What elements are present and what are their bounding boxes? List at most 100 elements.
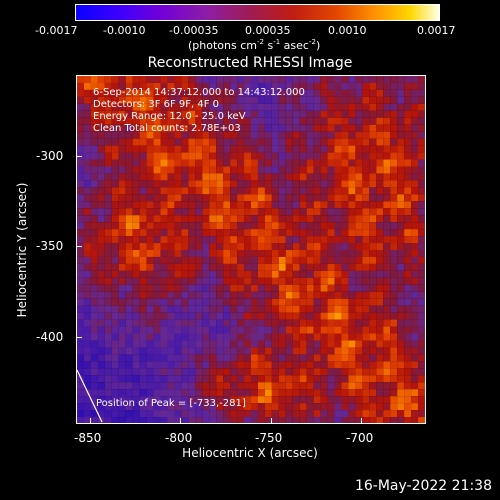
heatmap-pixel <box>195 403 203 411</box>
heatmap-pixel <box>299 152 307 160</box>
heatmap-pixel <box>237 243 245 250</box>
heatmap-pixel <box>264 166 272 174</box>
heatmap-pixel <box>188 138 196 146</box>
heatmap-pixel <box>299 236 307 244</box>
heatmap-pixel <box>411 194 419 202</box>
heatmap-pixel <box>111 96 119 104</box>
heatmap-pixel <box>404 187 412 195</box>
heatmap-pixel <box>355 229 363 237</box>
heatmap-pixel <box>334 124 342 132</box>
heatmap-pixel <box>125 201 133 209</box>
heatmap-pixel <box>111 382 119 390</box>
heatmap-pixel <box>257 410 265 418</box>
heatmap-pixel <box>146 166 154 174</box>
heatmap-pixel <box>251 82 258 90</box>
heatmap-pixel <box>362 201 370 209</box>
heatmap-pixel <box>369 194 377 202</box>
heatmap-pixel <box>313 96 321 104</box>
heatmap-pixel <box>104 124 112 132</box>
heatmap-pixel <box>327 145 335 153</box>
heatmap-pixel <box>230 291 238 299</box>
heatmap-pixel <box>334 319 342 327</box>
heatmap-pixel <box>285 354 293 362</box>
heatmap-pixel <box>327 194 335 202</box>
heatmap-pixel <box>299 208 307 216</box>
heatmap-pixel <box>230 410 238 418</box>
heatmap-pixel <box>223 305 231 313</box>
heatmap-pixel <box>146 326 154 334</box>
heatmap-pixel <box>313 243 321 250</box>
heatmap-pixel <box>230 403 238 411</box>
heatmap-pixel <box>348 382 356 390</box>
heatmap-pixel <box>341 354 349 362</box>
heatmap-pixel <box>292 256 300 264</box>
heatmap-pixel <box>125 187 133 195</box>
heatmap-pixel <box>411 256 419 264</box>
heatmap-pixel <box>223 145 231 153</box>
heatmap-pixel <box>188 131 196 139</box>
heatmap-pixel <box>146 96 154 104</box>
heatmap-pixel <box>334 277 342 285</box>
heatmap-pixel <box>202 277 210 285</box>
heatmap-pixel <box>223 319 231 327</box>
heatmap-pixel <box>104 194 112 202</box>
heatmap-pixel <box>285 249 293 257</box>
heatmap-pixel <box>97 347 105 355</box>
heatmap-pixel <box>341 417 349 423</box>
heatmap-pixel <box>390 277 398 285</box>
heatmap-pixel <box>188 263 196 271</box>
heatmap-pixel <box>153 117 161 125</box>
heatmap-pixel <box>111 263 119 271</box>
heatmap-pixel <box>132 124 140 132</box>
heatmap-pixel <box>188 298 196 306</box>
heatmap-pixel <box>97 410 105 418</box>
heatmap-pixel <box>146 110 154 118</box>
heatmap-pixel <box>160 312 168 320</box>
heatmap-pixel <box>355 152 363 160</box>
heatmap-pixel <box>257 117 265 125</box>
heatmap-pixel <box>376 256 384 264</box>
heatmap-pixel <box>306 187 314 195</box>
heatmap-pixel <box>369 319 377 327</box>
heatmap-pixel <box>202 166 210 174</box>
heatmap-pixel <box>237 319 245 327</box>
heatmap-pixel <box>257 347 265 355</box>
heatmap-pixel <box>251 180 258 188</box>
heatmap-pixel <box>271 284 279 292</box>
heatmap-pixel <box>369 103 377 111</box>
colorbar-tick: -0.0010 <box>103 24 146 37</box>
heatmap-pixel <box>90 76 98 83</box>
heatmap-pixel <box>306 347 314 355</box>
heatmap-pixel <box>411 361 419 369</box>
colorbar-tick: -0.0017 <box>35 24 78 37</box>
heatmap-pixel <box>139 277 147 285</box>
heatmap-pixel <box>348 201 356 209</box>
heatmap-pixel <box>125 361 133 369</box>
heatmap-pixel <box>397 159 405 167</box>
heatmap-pixel <box>362 243 370 250</box>
heatmap-pixel <box>181 124 189 132</box>
heatmap-pixel <box>160 215 168 223</box>
heatmap-pixel <box>348 222 356 230</box>
heatmap-pixel <box>404 243 412 250</box>
heatmap-pixel <box>174 389 182 397</box>
heatmap-pixel <box>216 82 224 90</box>
heatmap-pixel <box>362 368 370 376</box>
heatmap-pixel <box>327 166 335 174</box>
heatmap-pixel <box>83 180 91 188</box>
heatmap-pixel <box>118 291 126 299</box>
heatmap-pixel <box>397 410 405 418</box>
heatmap-pixel <box>118 173 126 181</box>
heatmap-pixel <box>90 333 98 341</box>
heatmap-pixel <box>209 145 217 153</box>
heatmap-pixel <box>327 319 335 327</box>
heatmap-pixel <box>174 326 182 334</box>
heatmap-pixel <box>397 243 405 250</box>
heatmap-pixel <box>251 166 258 174</box>
heatmap-pixel <box>216 396 224 404</box>
x-tick-mark <box>361 418 362 424</box>
heatmap-pixel <box>376 131 384 139</box>
heatmap-pixel <box>181 194 189 202</box>
heatmap-pixel <box>411 166 419 174</box>
heatmap-pixel <box>418 284 425 292</box>
